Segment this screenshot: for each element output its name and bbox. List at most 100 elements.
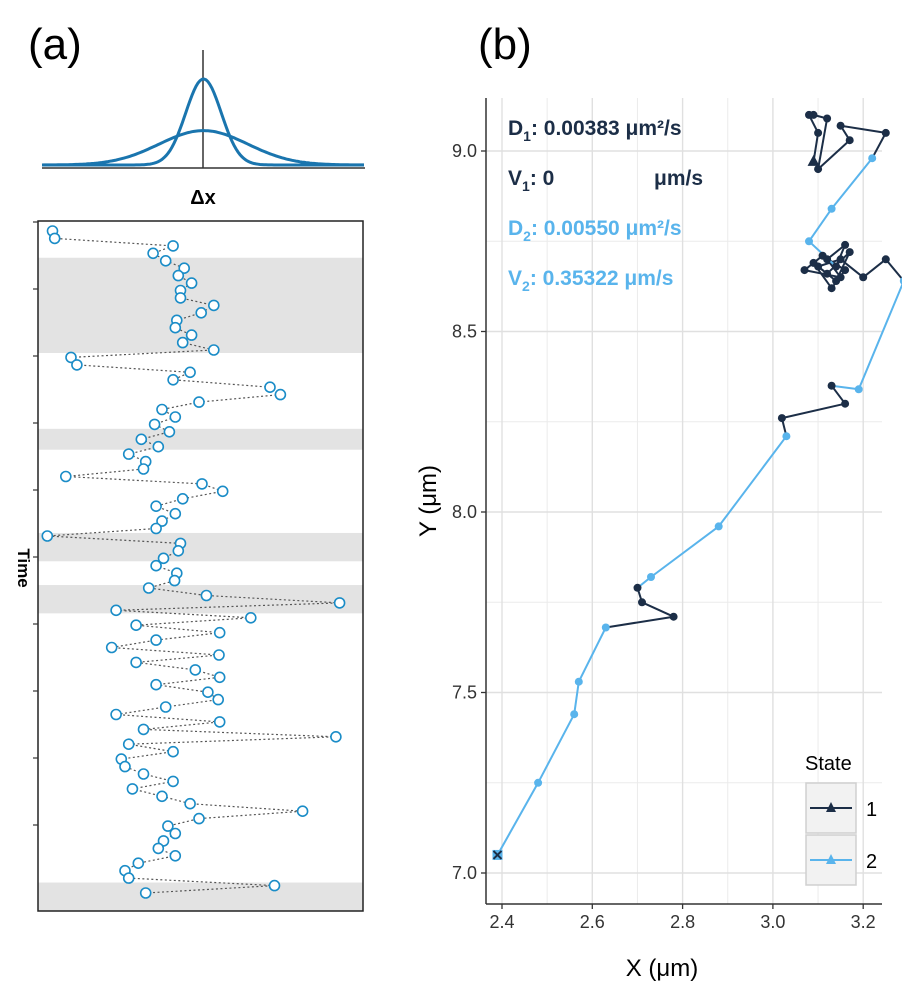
annotation-symbol: V [508, 167, 522, 190]
trace-point [216, 485, 229, 498]
trajectory-segment [717, 435, 788, 528]
trajectory-segment [857, 282, 902, 390]
trajectory-point [534, 778, 543, 787]
annotation-symbol: D [508, 217, 523, 240]
trajectory-segment [871, 132, 887, 159]
trajectory-end-marker [807, 154, 820, 166]
trajectory-point [823, 269, 832, 278]
time-ticks [33, 221, 38, 826]
trace-point [137, 768, 150, 780]
trace-point [202, 686, 214, 699]
trace-point [132, 857, 145, 870]
annotation-value: : 0.00550 μm²/s [531, 217, 682, 240]
trajectory-point [669, 612, 678, 621]
trajectory-segment [831, 384, 859, 391]
trace-point [208, 299, 220, 312]
trace-point [150, 634, 162, 646]
trace-point [122, 448, 135, 460]
trace-point [122, 738, 135, 751]
annotation-subscript: 1 [522, 178, 530, 194]
trajectory-point [800, 266, 809, 275]
trace-point [208, 344, 220, 356]
x-tick-label: 2.6 [580, 912, 605, 932]
trajectory-point [836, 255, 845, 264]
trace-point [196, 478, 208, 490]
legend-key-marker [826, 854, 836, 864]
annotation-symbol: V [508, 267, 522, 290]
diffusion-annotations: D1: 0.00383 μm²/sV1: 0 μm/sD2: 0.00550 μm… [508, 117, 703, 294]
trace-point [142, 582, 155, 594]
trajectory-point [647, 573, 655, 581]
trajectory-segment [862, 258, 887, 279]
annotation-subscript: 2 [523, 228, 531, 244]
trace-points [41, 225, 346, 899]
annotation-symbol: D [508, 117, 523, 140]
trace-point [159, 254, 172, 267]
panel-label-a: (a) [28, 20, 82, 69]
trajectory-start-cross [492, 850, 503, 860]
trajectory-segment [885, 258, 902, 281]
trace-point [137, 723, 150, 736]
x-tick-label: 2.4 [489, 912, 514, 932]
trace-point [156, 403, 168, 416]
trace-point [185, 329, 198, 341]
trace-point [167, 745, 179, 758]
state-band [38, 882, 363, 911]
gaussian-wide-curve [41, 129, 364, 167]
trace-point [130, 656, 142, 669]
trajectory-point [777, 414, 786, 423]
trajectory-plot: 2.4 2.6 2.8 3.0 3.27.07.58.08.59.0 D1: 0.003… [415, 98, 902, 982]
trace-point [152, 842, 165, 855]
trace-point [193, 396, 205, 408]
trace-point [189, 664, 202, 676]
annotation-d2: D2: 0.00550 μm²/s [508, 217, 682, 244]
trace-point [296, 805, 309, 818]
state-bands [38, 257, 363, 911]
trace-point [126, 783, 139, 795]
state-band [38, 428, 363, 450]
legend-label: 2 [866, 851, 877, 873]
annotation-subscript: 1 [523, 128, 531, 144]
trajectory-segment [496, 782, 539, 856]
legend-label: 1 [866, 799, 877, 821]
trace-point [137, 463, 150, 475]
trace-point [110, 708, 122, 721]
trace-point [213, 649, 225, 661]
trace-point [150, 500, 162, 513]
state-band [38, 585, 363, 614]
trace-point [213, 626, 226, 639]
trajectory-point [601, 623, 610, 632]
trace-point [41, 530, 54, 542]
trace-point [162, 820, 174, 832]
y-tick-label: 7.5 [452, 683, 477, 703]
trace-point [212, 693, 224, 706]
trace-point [130, 619, 142, 632]
trace-point [105, 641, 118, 654]
trajectory-point [814, 165, 823, 174]
trajectory-segment [605, 615, 674, 629]
trace-point [264, 381, 276, 394]
trajectory-point [809, 258, 818, 267]
trace-point [172, 269, 185, 282]
trajectory-point [841, 240, 850, 249]
trajectory-segment [650, 525, 720, 578]
trace-point [156, 790, 168, 803]
trace-point [167, 373, 179, 386]
trajectory-point [841, 399, 850, 408]
trace-point [148, 418, 161, 431]
trace-point [174, 292, 187, 304]
trace-point [163, 425, 176, 438]
annotation-d1: D1: 0.00383 μm²/s [508, 117, 682, 144]
trace-point [172, 544, 185, 557]
y-axis-label: Y (μm) [415, 465, 442, 537]
y-tick-label: 8.5 [452, 322, 477, 342]
trajectory-point [841, 266, 850, 275]
legend-key-marker [826, 802, 836, 812]
x-axis-label: X (μm) [626, 955, 698, 982]
trajectory-point [899, 277, 902, 285]
trajectory-segment [808, 208, 833, 242]
trajectory-point [782, 432, 791, 441]
trajectory-segment [641, 601, 675, 618]
trajectory-point [836, 121, 845, 130]
legend-title: State [805, 753, 852, 775]
